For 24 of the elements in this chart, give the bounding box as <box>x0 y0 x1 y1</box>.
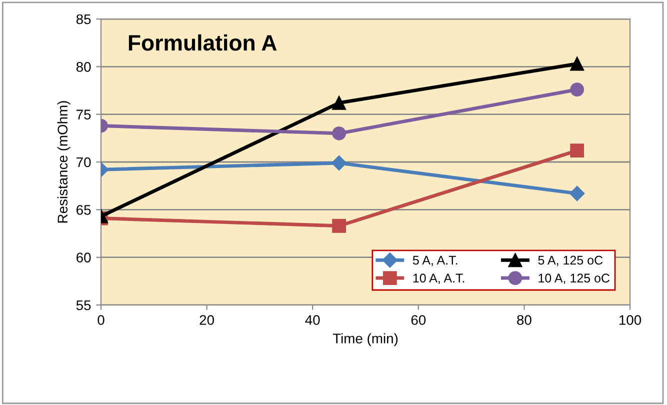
y-tick-label: 75 <box>76 110 91 120</box>
legend-label: 5 A, 125 oC <box>538 256 603 266</box>
x-tick-label: 20 <box>200 315 214 325</box>
legend-label: 10 A, A.T. <box>413 274 464 284</box>
point <box>570 82 584 96</box>
y-tick-label: 70 <box>76 157 91 168</box>
point <box>570 186 585 202</box>
y-axis-title: Resistance (mOhm) <box>57 101 70 223</box>
text: Formulation A <box>128 34 277 51</box>
legend-label: 5 A, A.T. <box>412 256 458 266</box>
x-tick-label: 0 <box>98 315 104 325</box>
point <box>570 144 584 158</box>
y-tick-label: 65 <box>76 205 91 215</box>
x-tick-label: 100 <box>619 315 642 325</box>
y-tick-label: 80 <box>76 62 91 72</box>
y-tick-label: 60 <box>76 252 91 263</box>
x-tick-label: 40 <box>305 315 320 325</box>
y-tick-label: 85 <box>76 14 91 24</box>
x-axis-title: Time (min) <box>332 333 398 346</box>
x-tick-label: 60 <box>411 315 426 325</box>
y-tick-label: 55 <box>76 300 91 310</box>
x-tick-label: 80 <box>517 315 532 325</box>
legend-label: 10 A, 125 oC <box>538 274 610 284</box>
point <box>570 56 584 71</box>
